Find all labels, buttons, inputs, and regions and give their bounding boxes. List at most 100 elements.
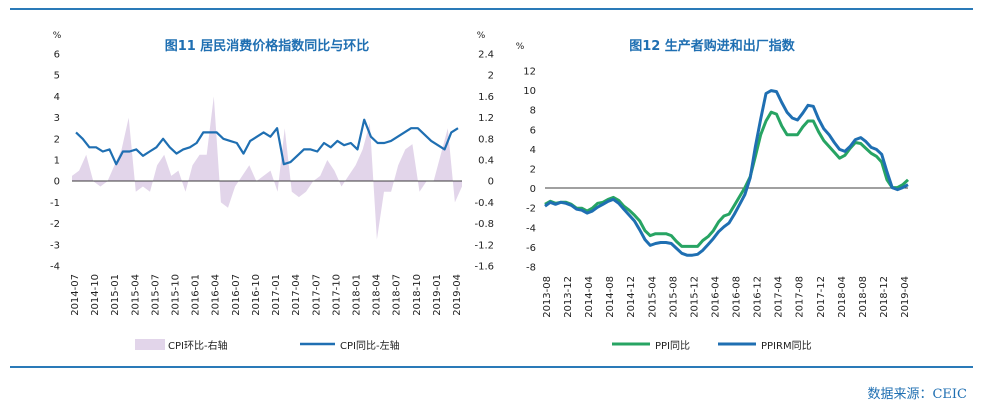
chart-2-x-tick-label: 2014-08: [605, 276, 616, 318]
chart-2-x-tick-label: 2016-12: [753, 276, 764, 318]
chart-2-tick-label: 4: [530, 145, 536, 156]
top-rule: [10, 8, 973, 10]
chart-1-x-tick-label: 2014-07: [70, 274, 81, 316]
chart-2-x-tick-label: 2018-08: [858, 276, 869, 318]
chart-2-x-tick-label: 2018-12: [879, 276, 890, 318]
chart-1-x-tick-label: 2017-04: [291, 274, 302, 316]
chart-1-right-tick-label: 0.8: [478, 134, 494, 145]
chart-1-x-tick-label: 2015-07: [150, 274, 161, 316]
chart-1-x-tick-label: 2016-01: [191, 274, 202, 316]
chart-1-x-tick-label: 2016-10: [251, 274, 262, 316]
cpi-yoy-line: [75, 118, 459, 166]
chart-2-tick-label: 12: [523, 67, 536, 78]
chart-2-tick-label: 2: [530, 165, 536, 176]
chart-1-right-tick-label: 1.6: [478, 92, 494, 103]
chart-2-x-tick-label: 2017-12: [816, 276, 827, 318]
chart-2-x-tick-label: 2017-04: [774, 276, 785, 318]
chart-2-tick-label: -8: [526, 263, 536, 274]
chart-1-right-tick-label: 0.4: [478, 156, 494, 167]
chart-1-right-tick-label: 0: [488, 177, 494, 188]
chart-2-tick-label: -4: [526, 223, 536, 234]
chart-1-x-tick-label: 2016-04: [211, 274, 222, 316]
chart-2-x-tick-label: 2016-08: [732, 276, 743, 318]
chart-2-line-layer: [544, 89, 910, 257]
chart-1-x-tick-label: 2016-07: [231, 274, 242, 316]
chart-2-title: 图12 生产者购进和出厂指数: [629, 38, 796, 54]
chart-1-left-tick-label: -3: [50, 240, 60, 251]
chart-1-x-tick-label: 2018-01: [351, 274, 362, 316]
chart-1-x-tick-label: 2015-10: [171, 274, 182, 316]
chart-1-x-tick-label: 2018-04: [372, 274, 383, 316]
chart-1-right-unit: %: [477, 31, 486, 41]
chart-1-title: 图11 居民消费价格指数同比与环比: [165, 38, 370, 54]
chart-2-x-tick-label: 2013-12: [563, 276, 574, 318]
source-note: 数据来源：CEIC: [867, 387, 967, 402]
legend-swatch-cpi-mom: [135, 339, 165, 350]
cpi-mom-area: [72, 96, 462, 240]
chart-2-x-tick-label: 2015-08: [668, 276, 679, 318]
chart-1-x-tick-label: 2014-10: [90, 274, 101, 316]
chart-1-right-tick-label: 2.4: [478, 50, 494, 61]
chart-2-x-tick-label: 2014-04: [584, 276, 595, 318]
legend-label-cpi-yoy: CPI同比-左轴: [340, 339, 400, 352]
legend-label-cpi-mom: CPI环比-右轴: [168, 339, 228, 352]
chart-1-right-ticks: 2.4 2 1.6 1.2 0.8 0.4 0 -0.4 -0.8 -1.2 -1.6: [474, 50, 494, 273]
chart-1-left-tick-label: 3: [54, 113, 60, 124]
chart-1-right-tick-label: 1.2: [478, 113, 494, 124]
chart-1-x-tick-label: 2015-04: [130, 274, 141, 316]
chart-1-x-tick-label: 2015-01: [110, 274, 121, 316]
chart-2-x-tick-label: 2018-04: [837, 276, 848, 318]
chart-1-x-tick-label: 2017-01: [271, 274, 282, 316]
chart-1-x-ticks: 2014-07 2014-10 2015-01 2015-04 2015-07 2015-…: [70, 274, 463, 316]
chart-2-x-tick-label: 2013-08: [542, 276, 553, 318]
chart-2-x-ticks: 2013-08 2013-12 2014-04 2014-08 2014-12 2015-…: [542, 276, 911, 318]
chart-1-left-tick-label: 6: [54, 50, 60, 61]
chart-2-x-tick-label: 2019-04: [900, 276, 911, 318]
chart-2-tick-label: 10: [523, 86, 536, 97]
chart-1-left-tick-label: 5: [54, 71, 60, 82]
ppi-line: [544, 110, 910, 248]
ppirm-line: [544, 89, 909, 257]
chart-1-left-tick-label: 1: [54, 156, 60, 167]
chart-2-tick-label: -2: [526, 204, 536, 215]
chart-1-line-layer: [75, 118, 459, 166]
chart-2-tick-label: 8: [530, 106, 536, 117]
chart-2-left-unit: %: [516, 42, 525, 52]
chart-1-right-tick-label: 2: [488, 71, 494, 82]
chart-1-left-tick-label: 2: [54, 134, 60, 145]
chart-1-right-tick-label: -0.4: [474, 198, 494, 209]
bottom-rule: [10, 366, 973, 368]
chart-2: 图12 生产者购进和出厂指数 % 12 10 8 6 4 2 0 -2 -4 -6 -8 2013-…: [516, 38, 911, 352]
chart-1-x-tick-label: 2018-10: [412, 274, 423, 316]
chart-1-x-tick-label: 2018-07: [392, 274, 403, 316]
chart-1-x-tick-label: 2019-01: [432, 274, 443, 316]
chart-2-legend: PPI同比 PPIRM同比: [612, 340, 812, 352]
chart-1: 图11 居民消费价格指数同比与环比 % % 6 5 4 3 2 1 0 -1 -2 -3 -4 2.…: [50, 31, 494, 352]
chart-1-x-tick-label: 2017-10: [331, 274, 342, 316]
chart-1-x-tick-label: 2017-07: [311, 274, 322, 316]
chart-2-tick-label: 6: [530, 125, 536, 136]
chart-1-left-unit: %: [53, 31, 62, 41]
chart-2-x-tick-label: 2016-04: [710, 276, 721, 318]
chart-2-tick-label: 0: [530, 184, 536, 195]
chart-2-tick-label: -6: [526, 243, 536, 254]
chart-1-left-ticks: 6 5 4 3 2 1 0 -1 -2 -3 -4: [50, 50, 60, 273]
chart-1-area-layer: [72, 96, 462, 240]
chart-1-legend: CPI环比-右轴 CPI同比-左轴: [135, 339, 400, 352]
chart-1-right-tick-label: -1.2: [474, 240, 494, 251]
chart-1-right-tick-label: -1.6: [474, 262, 494, 273]
chart-1-left-tick-label: -1: [50, 198, 60, 209]
chart-2-left-ticks: 12 10 8 6 4 2 0 -2 -4 -6 -8: [523, 67, 536, 274]
chart-2-x-tick-label: 2015-12: [689, 276, 700, 318]
legend-label-ppi: PPI同比: [655, 340, 690, 352]
chart-1-left-tick-label: 0: [54, 177, 60, 188]
chart-1-x-tick-label: 2019-04: [452, 274, 463, 316]
chart-2-x-tick-label: 2015-04: [647, 276, 658, 318]
chart-1-left-tick-label: -4: [50, 262, 60, 273]
chart-1-left-tick-label: -2: [50, 219, 60, 230]
chart-2-x-tick-label: 2017-08: [795, 276, 806, 318]
chart-1-left-tick-label: 4: [54, 92, 60, 103]
chart-2-x-tick-label: 2014-12: [626, 276, 637, 318]
legend-label-ppirm: PPIRM同比: [761, 340, 812, 352]
